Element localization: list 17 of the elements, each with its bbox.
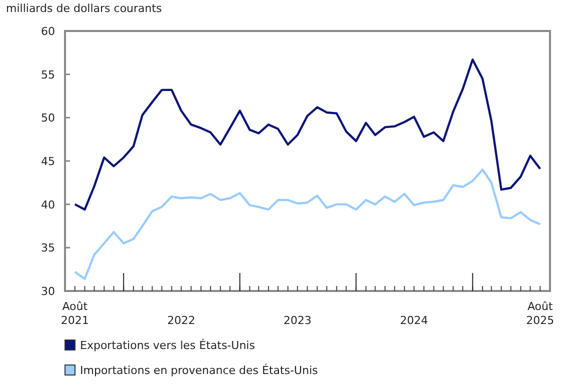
y-tick-label: 50 <box>41 112 55 125</box>
y-tick-label: 30 <box>41 285 55 298</box>
line-series <box>74 58 542 211</box>
legend-label: Exportations vers les États-Unis <box>80 338 256 352</box>
y-tick-label: 45 <box>41 155 55 168</box>
x-tick-label: 2023 <box>283 314 312 327</box>
x-tick-label: Août 2021 <box>60 300 89 327</box>
line-series <box>74 168 542 280</box>
y-tick-label: 60 <box>41 25 55 38</box>
x-tick-label: Août 2025 <box>526 300 554 327</box>
y-tick-label: 40 <box>41 198 55 212</box>
legend-label: Importations en provenance des États-Unis <box>80 363 318 377</box>
y-axis-title: milliards de dollars courants <box>6 2 162 15</box>
x-tick-label: 2022 <box>167 314 196 327</box>
y-tick-label: 35 <box>41 242 55 255</box>
x-tick-label: 2024 <box>400 314 428 327</box>
y-tick-label: 55 <box>41 68 55 82</box>
